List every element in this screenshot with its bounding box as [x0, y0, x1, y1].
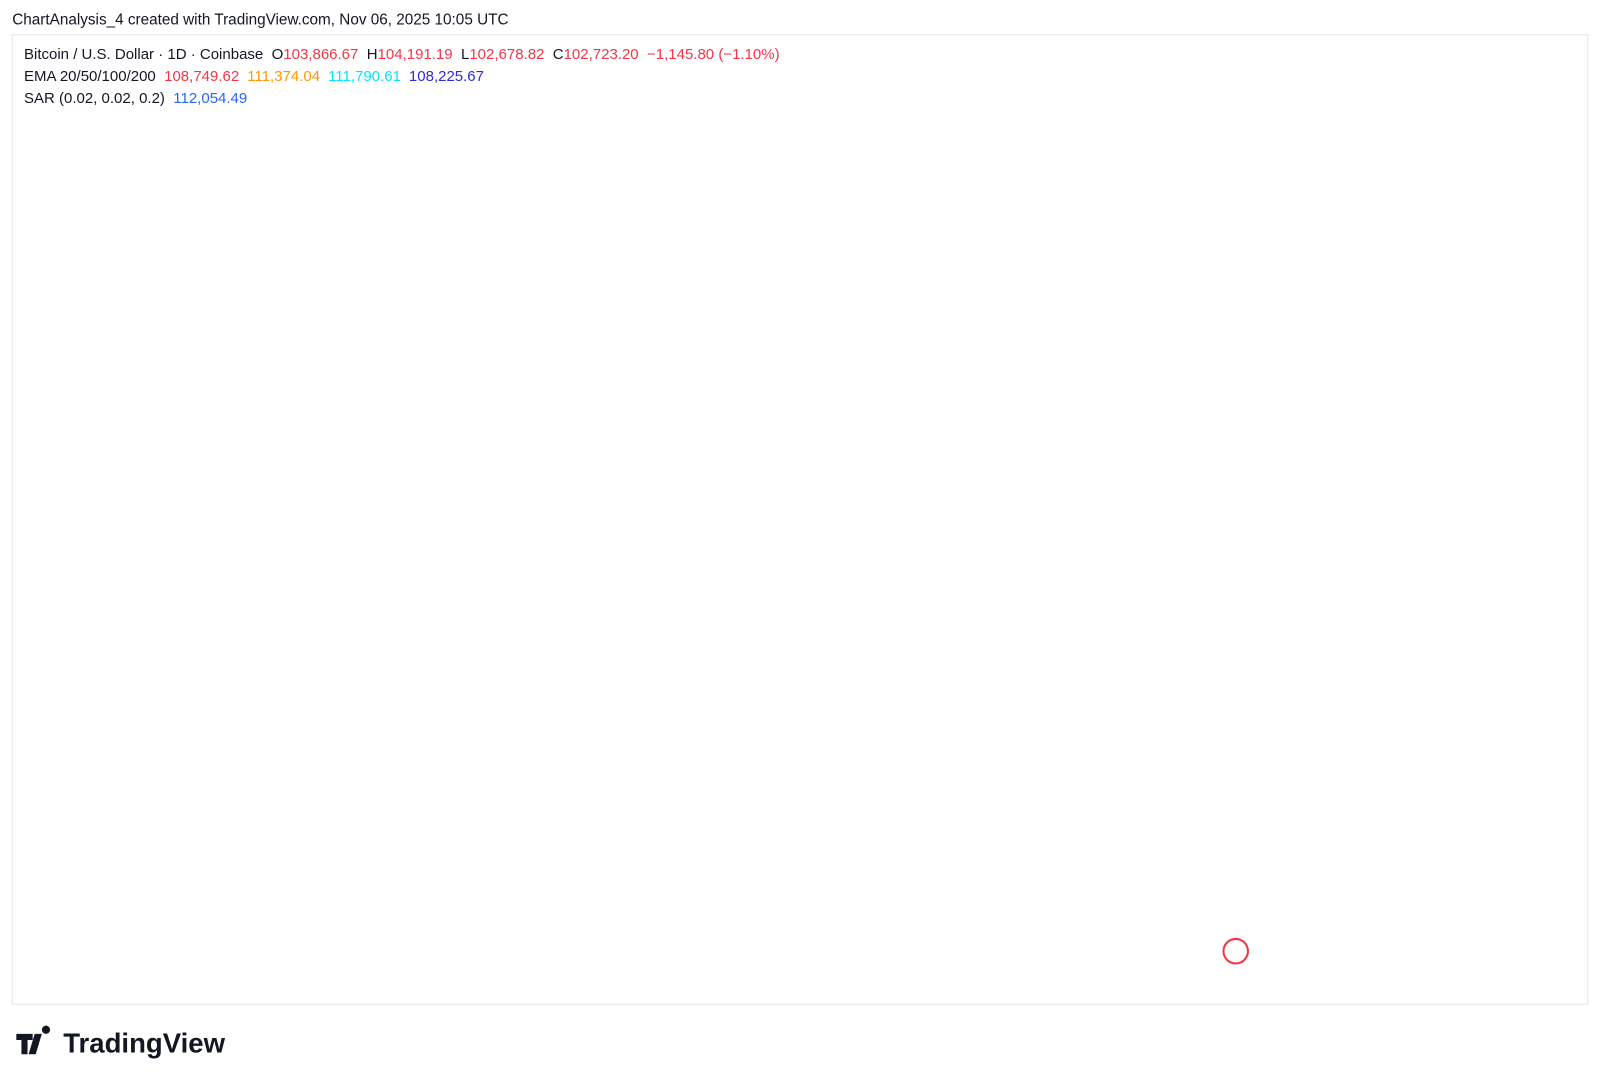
brand: TradingView — [63, 1027, 225, 1058]
frame — [11, 34, 1589, 1005]
ohlc-key: O — [271, 46, 284, 63]
brand-logo — [16, 1025, 51, 1055]
sar-name: SAR (0.02, 0.02, 0.2) — [24, 90, 165, 107]
legend-ema: EMA 20/50/100/200 108,749.62 111,374.04 11… — [24, 68, 492, 85]
ema-value: 108,225.67 — [408, 68, 484, 85]
ohlc-value: 104,191.19 — [377, 46, 453, 63]
change: −1,145.80 (−1.10%) — [647, 46, 780, 63]
ohlc-value: 103,866.67 — [283, 46, 359, 63]
legend-sar: SAR (0.02, 0.02, 0.2) 112,054.49 — [24, 90, 247, 107]
legend: Bitcoin / U.S. Dollar · 1D · Coinbase O1… — [0, 0, 1600, 120]
symbol: Bitcoin / U.S. Dollar · 1D · Coinbase — [24, 46, 264, 63]
ohlc-value: 102,723.20 — [563, 46, 639, 63]
event-flag[interactable] — [1222, 937, 1249, 965]
ohlc-value: 102,678.82 — [469, 46, 545, 63]
watermark: ChartAnalysis_4 created with TradingView… — [12, 12, 508, 29]
ema-value: 111,374.04 — [247, 68, 321, 85]
ohlc-key: C — [552, 46, 564, 63]
ohlc-key: L — [460, 46, 470, 63]
ohlc-key: H — [366, 46, 378, 63]
sar-value: 112,054.49 — [173, 90, 248, 107]
ema-name: EMA 20/50/100/200 — [24, 68, 156, 85]
legend-price: Bitcoin / U.S. Dollar · 1D · Coinbase O1… — [24, 46, 780, 63]
ema-value: 108,749.62 — [164, 68, 240, 85]
ema-value: 111,790.61 — [328, 68, 401, 85]
